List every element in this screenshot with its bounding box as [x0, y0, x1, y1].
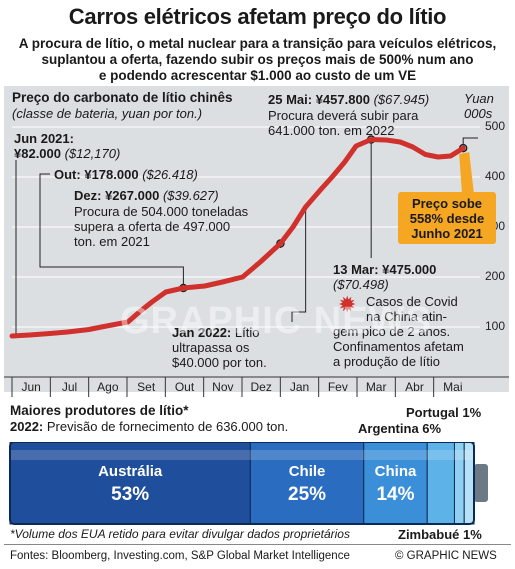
- y-tick-label: 200: [484, 269, 505, 283]
- annotation-dez-note-1: Procura de 504.000 toneladas: [74, 204, 249, 219]
- subtitle-line-3: e podendo acrescentar $1.000 ao custo de…: [98, 68, 417, 83]
- annotation-jan-date: Jan 2022:: [172, 325, 232, 340]
- page-title: Carros elétricos afetam preço do lítio: [68, 4, 447, 29]
- unit-label-yuan: Yuan: [464, 91, 494, 106]
- y-tick-label: 100: [484, 319, 505, 333]
- x-tick-label: Jul: [61, 380, 78, 394]
- annotation-mar-note-1: Casos de Covid: [366, 294, 458, 309]
- label-zimbabwe-name: Zimbabué: [398, 527, 460, 542]
- battery-terminal: [474, 464, 488, 502]
- annotation-jun-usd: ($12,170): [64, 146, 121, 161]
- producers-year: 2022:: [10, 419, 44, 434]
- y-tick-label: 400: [484, 169, 505, 183]
- annotation-out-usd: ($26.418): [142, 167, 198, 182]
- x-tick-label: Jan: [289, 380, 310, 394]
- x-tick-label: Abr: [405, 380, 424, 394]
- label-portugal-pct: 1%: [462, 405, 482, 420]
- bar-label-pct: 53%: [111, 484, 149, 505]
- annotation-jun-date: Jun 2021:: [14, 131, 74, 146]
- subtitle-line-1: A procura de lítio, o metal nuclear para…: [18, 36, 497, 51]
- x-tick-label: Jun: [21, 380, 41, 394]
- bar-label-pct: 25%: [288, 484, 326, 505]
- bar-label-name: Chile: [289, 463, 326, 480]
- annotation-dez-note-2: supera a oferta de 497.000: [74, 219, 231, 234]
- chart-subtitle: (classe de bateria, yuan por ton.): [12, 106, 203, 121]
- bar-china: [363, 442, 428, 525]
- callout-line-1: Preço sobe: [411, 196, 483, 211]
- annotation-mar-price: ¥475.000: [382, 262, 437, 277]
- producers-subtitle: Previsão de fornecimento de 636.000 ton.: [46, 419, 289, 434]
- annotation-jun-price: ¥82.000: [14, 146, 61, 161]
- price-series-line: [9, 137, 466, 339]
- annotation-mar-note-2: na China atin-: [366, 309, 447, 324]
- x-tick-label: Nov: [212, 380, 234, 394]
- y-tick-label: 500: [484, 119, 505, 133]
- bar-argentina: [426, 442, 455, 525]
- annotation-mar-date: 13 Mar:: [333, 262, 379, 277]
- sources: Fontes: Bloomberg, Investing.com, S&P Gl…: [10, 550, 350, 562]
- annotation-dez-usd: ($39.627): [162, 188, 219, 203]
- chart-title: Preço do carbonato de lítio chinês: [12, 90, 233, 105]
- subtitle-line-2: suplantou a oferta, fazendo subir os pre…: [41, 52, 474, 67]
- annotation-mar-note-3: gem pico de 2 anos.: [333, 324, 451, 339]
- annotation-jan-line-3: $40.000 por ton.: [172, 355, 267, 370]
- virus-icon: ✹: [338, 292, 357, 317]
- annotation-dez-price: ¥267.000: [105, 188, 160, 203]
- x-tick-label: Dez: [250, 380, 272, 394]
- annotation-mai-usd: ($67.945): [373, 92, 430, 107]
- label-zimbabwe-pct: 1%: [463, 527, 482, 542]
- watermark: GRAPHIC NEWS: [120, 300, 432, 342]
- x-tick-label: Set: [137, 380, 156, 394]
- x-tick-label: Out: [174, 380, 195, 394]
- annotation-out-date: Out:: [54, 167, 81, 182]
- label-portugal-name: Portugal: [406, 405, 459, 420]
- annotation-mai-date: 25 Mai:: [268, 92, 313, 107]
- annotation-out-price: ¥178.000: [84, 167, 139, 182]
- leader-out: [39, 173, 184, 288]
- annotation-jan-text: Lítio: [234, 325, 260, 340]
- x-tick-label: Ago: [97, 380, 119, 394]
- annotation-jan-line-2: ultrapassa os: [172, 340, 250, 355]
- bar-label-name: China: [375, 463, 417, 480]
- battery-outline: [9, 442, 475, 525]
- bar-label-name: Austrália: [98, 463, 163, 480]
- price-rise-callout: Preço sobe 558% desde Junho 2021: [398, 192, 496, 244]
- credit: © GRAPHIC NEWS: [395, 550, 497, 562]
- battery-bar-chart: Austrália 53% Chile 25% China 14%: [9, 442, 488, 525]
- callout-pointer: [459, 152, 474, 194]
- annotation-mar-note-5: a produção de lítio: [333, 354, 440, 369]
- leader-jan: [291, 207, 307, 322]
- footer-divider: [4, 544, 511, 545]
- annotation-mai-price: ¥457.800: [315, 92, 370, 107]
- footnote: *Volume dos EUA retido para evitar divul…: [10, 527, 350, 541]
- x-tick-label: Fev: [327, 380, 348, 394]
- label-argentina-pct: 6%: [422, 421, 442, 436]
- producers-title: Maiores produtores de lítio*: [10, 403, 189, 418]
- annotation-mai-note-2: 641.000 ton. em 2022: [268, 123, 395, 138]
- annotation-mai-note-1: Procura deverá subir para: [268, 108, 419, 123]
- callout-line-2: 558% desde: [409, 211, 485, 226]
- x-tick-label: Mar: [365, 380, 387, 394]
- callout-line-3: Junho 2021: [411, 226, 483, 241]
- bar-chile: [249, 442, 365, 525]
- annotation-mar-usd: ($70.498): [333, 277, 389, 292]
- annotation-mar-note-4: Confinamentos afetam: [333, 339, 464, 354]
- label-argentina-name: Argentina: [358, 421, 419, 436]
- annotation-dez-date: Dez:: [74, 188, 102, 203]
- bar-label-pct: 14%: [376, 484, 414, 505]
- battery-gloss: [10, 450, 474, 460]
- annotation-dez-note-3: ton. em 2021: [74, 234, 150, 249]
- unit-label-000s: 000s: [464, 106, 493, 121]
- x-tick-label: Mai: [443, 380, 463, 394]
